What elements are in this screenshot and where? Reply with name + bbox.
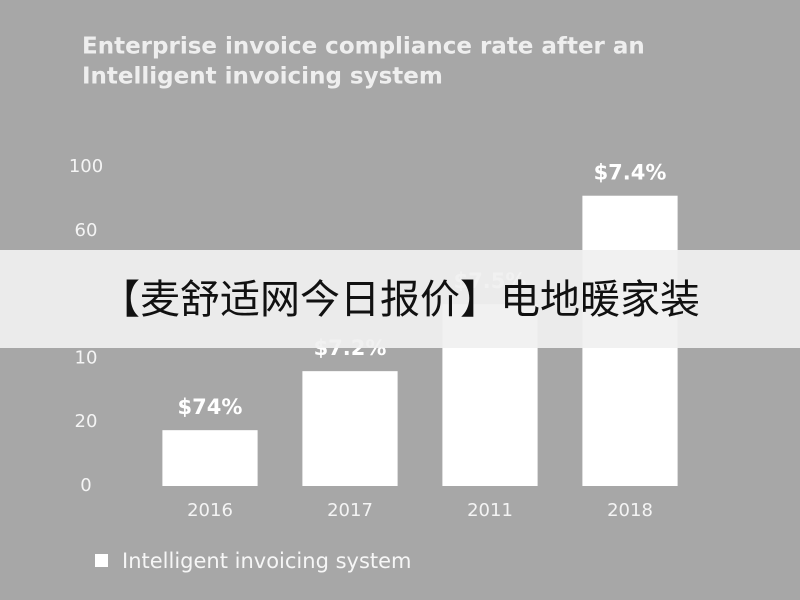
banner-text: 【麦舒适网今日报价】电地暖家装 bbox=[100, 277, 700, 323]
annotation: $74% bbox=[178, 395, 243, 419]
legend-swatch bbox=[95, 554, 108, 567]
y-tick-label: 0 bbox=[80, 475, 91, 496]
x-tick-label: 2011 bbox=[467, 500, 513, 521]
banner bbox=[0, 250, 800, 348]
annotation: $7.4% bbox=[594, 161, 667, 185]
chart-title: Enterprise invoice compliance rate after… bbox=[82, 34, 645, 60]
bar bbox=[302, 371, 398, 486]
y-tick-label: 60 bbox=[75, 220, 98, 241]
x-tick-label: 2016 bbox=[187, 500, 233, 521]
legend-label: Intelligent invoicing system bbox=[122, 549, 412, 573]
x-tick-label: 2017 bbox=[327, 500, 373, 521]
chart-title: Intelligent invoicing system bbox=[82, 64, 443, 90]
x-tick-label: 2018 bbox=[607, 500, 653, 521]
y-tick-label: 100 bbox=[69, 156, 103, 177]
bar bbox=[162, 430, 258, 486]
y-tick-label: 20 bbox=[75, 411, 98, 432]
y-tick-label: 10 bbox=[75, 347, 98, 368]
